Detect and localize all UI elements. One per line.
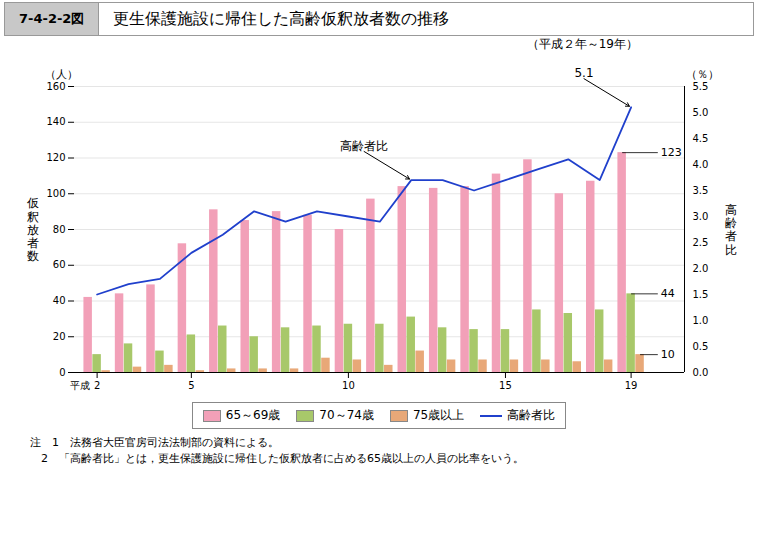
svg-text:仮釈放者数: 仮釈放者数 <box>26 196 39 263</box>
html-text:70～74歳: 70～74歳 <box>319 408 374 422</box>
svg-text:1.0: 1.0 <box>693 315 709 326</box>
svg-text:2.5: 2.5 <box>693 237 709 248</box>
svg-text:2: 2 <box>94 380 100 391</box>
svg-text:19: 19 <box>625 380 638 391</box>
svg-text:20: 20 <box>53 331 66 342</box>
html-text:高齢者比: 高齢者比 <box>507 408 556 422</box>
html-text:（平成２年～19年）: （平成２年～19年） <box>526 37 638 51</box>
svg-text:5.5: 5.5 <box>693 81 709 92</box>
svg-text:40: 40 <box>53 295 66 306</box>
svg-text:2.0: 2.0 <box>693 263 709 274</box>
svg-text:10: 10 <box>661 348 675 361</box>
svg-text:3.5: 3.5 <box>693 185 709 196</box>
svg-text:10: 10 <box>342 380 355 391</box>
svg-text:（％）: （％） <box>686 68 719 81</box>
svg-text:3.0: 3.0 <box>693 211 709 222</box>
svg-text:4.0: 4.0 <box>693 159 709 170</box>
svg-text:0.5: 0.5 <box>693 341 709 352</box>
svg-text:120: 120 <box>46 152 65 163</box>
svg-text:4.5: 4.5 <box>693 133 709 144</box>
svg-text:160: 160 <box>46 81 65 92</box>
svg-text:123: 123 <box>661 146 682 159</box>
svg-text:80: 80 <box>53 224 66 235</box>
svg-text:0.0: 0.0 <box>693 367 709 378</box>
html-text:75歳以上: 75歳以上 <box>412 408 465 422</box>
html-text:7-4-2-2図: 7-4-2-2図 <box>19 11 85 26</box>
svg-text:44: 44 <box>661 287 675 300</box>
svg-text:1.5: 1.5 <box>693 289 709 300</box>
html-text:更生保護施設に帰住した高齢仮釈放者数の推移: 更生保護施設に帰住した高齢仮釈放者数の推移 <box>113 8 450 28</box>
svg-text:5: 5 <box>188 380 194 391</box>
svg-text:140: 140 <box>46 116 65 127</box>
html-text:注 1 法務省大臣官房司法法制部の資料による。 2 「高齢者: 注 1 法務省大臣官房司法法制部の資料による。 2 「高齢者比」とは，更生保護施… <box>30 436 524 465</box>
svg-text:5.1: 5.1 <box>574 66 593 80</box>
svg-text:100: 100 <box>46 188 65 199</box>
svg-text:高齢者比: 高齢者比 <box>725 203 737 257</box>
svg-text:（人）: （人） <box>45 68 78 81</box>
svg-text:平成: 平成 <box>70 380 90 391</box>
svg-text:60: 60 <box>53 259 66 270</box>
svg-text:5.0: 5.0 <box>693 107 709 118</box>
html-text:65～69歳: 65～69歳 <box>225 408 281 422</box>
svg-text:15: 15 <box>499 380 512 391</box>
svg-text:高齢者比: 高齢者比 <box>340 139 388 153</box>
svg-text:0: 0 <box>59 367 65 378</box>
